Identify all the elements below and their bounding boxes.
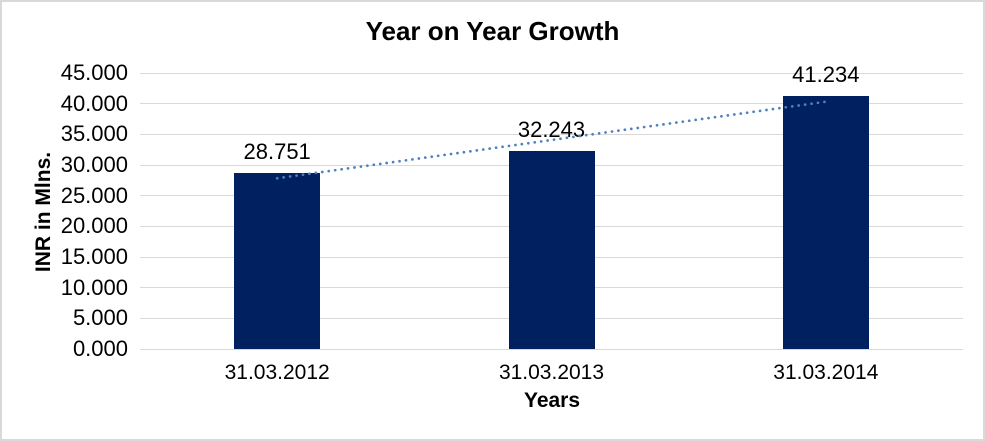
y-tick-label: 40.000 (60, 90, 128, 116)
data-label: 32.243 (517, 117, 586, 143)
bar (234, 172, 321, 349)
gridline (140, 348, 963, 350)
x-tick-label: 31.03.2014 (773, 361, 879, 384)
x-axis-title: Years (523, 389, 581, 412)
y-tick-label: 5.000 (72, 305, 128, 331)
data-label: 28.751 (243, 138, 311, 164)
y-tick-label: 0.000 (72, 336, 128, 361)
gridline (140, 72, 963, 74)
bar (508, 151, 595, 349)
bar (782, 96, 869, 349)
y-tick-label: 10.000 (60, 274, 128, 300)
y-tick-label: 35.000 (60, 121, 128, 147)
chart-title: Year on Year Growth (365, 16, 620, 46)
x-tick-label: 31.03.2012 (224, 361, 330, 384)
x-tick-label: 31.03.2013 (498, 361, 605, 384)
data-label: 41.234 (792, 62, 860, 88)
y-tick-label: 25.000 (60, 182, 128, 208)
y-tick-label: 45.000 (60, 60, 128, 85)
y-tick-label: 20.000 (60, 213, 128, 239)
y-tick-label: 30.000 (60, 152, 128, 177)
y-tick-label: 15.000 (60, 244, 128, 269)
